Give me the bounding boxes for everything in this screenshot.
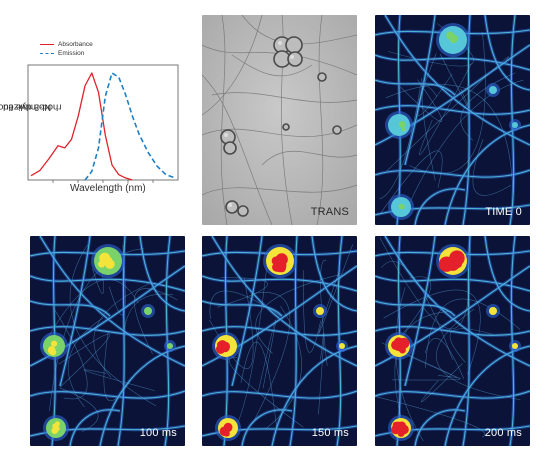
panel-time-0: TIME 0 <box>375 15 530 225</box>
panel-label-time-0: TIME 0 <box>485 206 522 218</box>
cell-body <box>339 343 345 349</box>
panel-100ms: 100 ms <box>30 236 185 446</box>
panel-150ms: 150 ms <box>202 236 357 446</box>
cell-body <box>512 122 518 128</box>
calcium-heatmap-100ms <box>30 236 185 446</box>
trans-micrograph <box>202 15 357 225</box>
legend-item-emission: Emission <box>40 49 93 58</box>
legend-label-absorbance: Absorbance <box>58 41 93 48</box>
calcium-heatmap-150ms <box>202 236 357 446</box>
legend-label-emission: Emission <box>58 50 85 57</box>
legend-swatch-absorbance <box>40 44 54 45</box>
series-line-emission <box>84 72 176 181</box>
cell-body <box>489 86 497 94</box>
panel-label-trans: TRANS <box>310 206 349 218</box>
panel-label-150ms: 150 ms <box>311 427 349 439</box>
cell-body <box>144 307 152 315</box>
cell-body <box>167 343 173 349</box>
spectrum-legend: Absorbance Emission <box>40 40 93 58</box>
panel-label-100ms: 100 ms <box>139 427 177 439</box>
panel-200ms: 200 ms <box>375 236 530 446</box>
calcium-heatmap-200ms <box>375 236 530 446</box>
panel-trans: TRANS <box>202 15 357 225</box>
spectrum-x-axis-label: Wavelength (nm) <box>70 183 146 194</box>
cell-body <box>512 343 518 349</box>
cell-body <box>316 307 324 315</box>
cell-body <box>489 307 497 315</box>
legend-item-absorbance: Absorbance <box>40 40 93 49</box>
panel-label-200ms: 200 ms <box>484 427 522 439</box>
series-line-absorbance <box>30 72 133 181</box>
calcium-heatmap-time-0 <box>375 15 530 225</box>
spectrum-plot-area <box>27 64 179 183</box>
legend-swatch-emission <box>40 53 54 54</box>
